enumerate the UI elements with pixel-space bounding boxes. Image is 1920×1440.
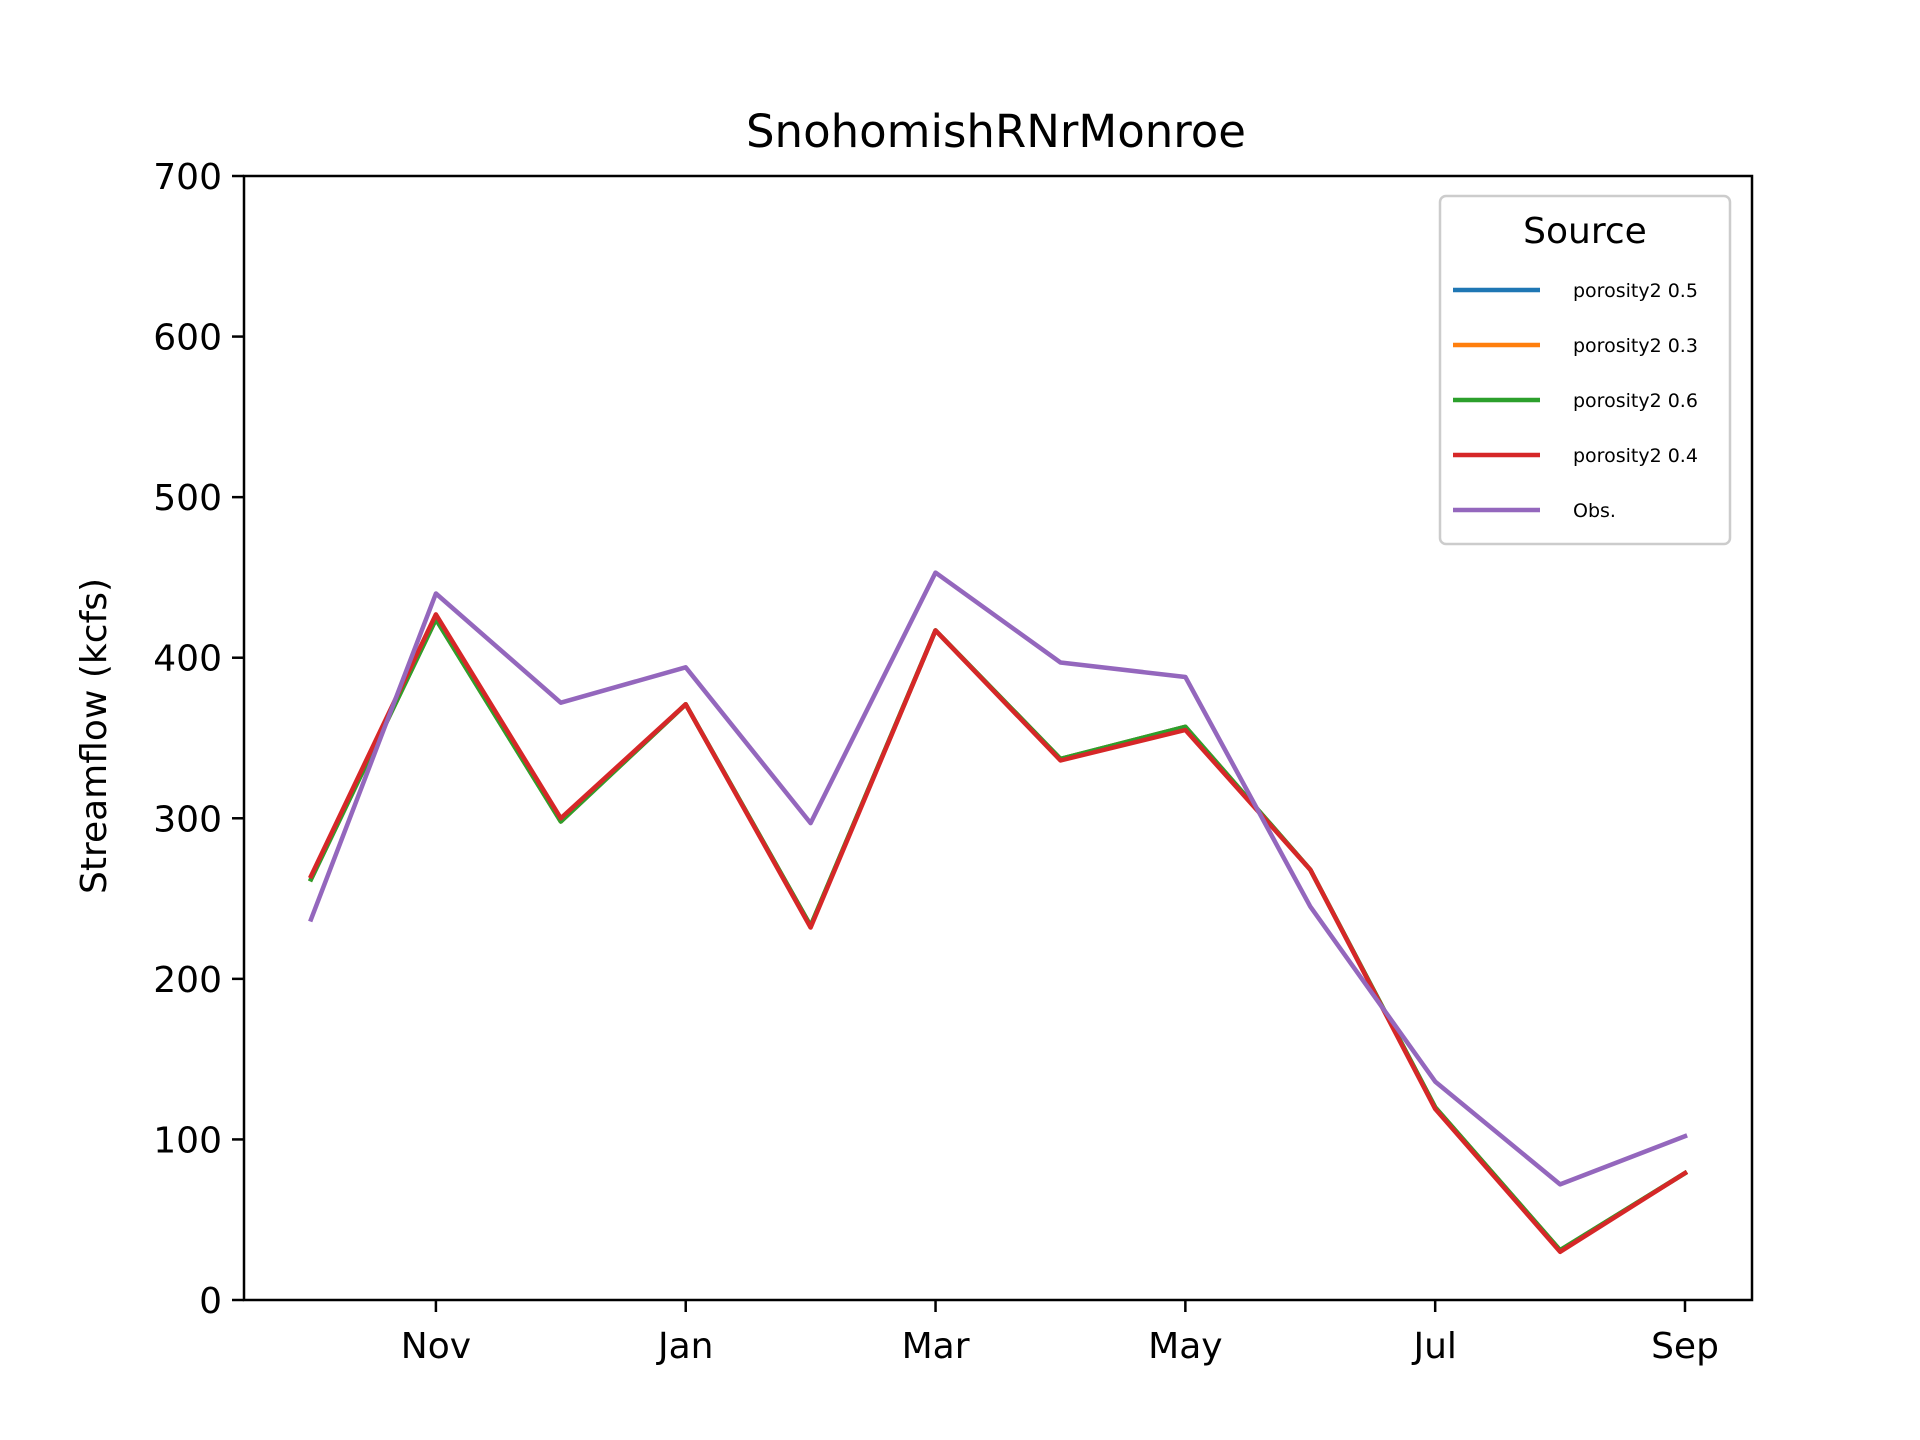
legend: Source porosity2 0.5 porosity2 0.3 porosit…: [1438, 194, 1732, 546]
x-tick-label: Jul: [1411, 1326, 1456, 1367]
chart-title: SnohomishRNrMonroe: [746, 105, 1246, 158]
x-tick-label: Sep: [1651, 1326, 1719, 1367]
series-line-porosity2-0-4: [308, 612, 1689, 1255]
series-line-obs: [308, 570, 1688, 1187]
plot-frame: [242, 174, 1754, 1302]
y-tick-label: 200: [153, 960, 222, 1001]
y-tick-label: 500: [153, 478, 222, 519]
legend-label: Obs.: [1573, 500, 1616, 522]
x-tick-label: Nov: [401, 1326, 471, 1367]
x-tick-label: Mar: [902, 1326, 970, 1367]
y-tick-label: 300: [153, 799, 222, 840]
legend-title: Source: [1523, 211, 1647, 252]
y-tick-label: 100: [153, 1120, 222, 1161]
legend-label: porosity2 0.6: [1573, 390, 1698, 412]
y-tick-label: 400: [153, 639, 222, 680]
y-tick-label: 600: [153, 318, 222, 359]
x-tick-label: May: [1148, 1326, 1222, 1367]
y-tick-label: 700: [153, 157, 222, 198]
series-layer: [307, 570, 1689, 1255]
y-tick-label: 0: [199, 1281, 222, 1322]
axes-layer: 0 100 200 300 400 500 600 700 Nov Jan Mar May Jul Sep: [153, 157, 1719, 1367]
legend-label: porosity2 0.5: [1573, 280, 1698, 302]
x-tick-label: Jan: [656, 1326, 714, 1367]
legend-label: porosity2 0.4: [1573, 445, 1698, 467]
y-axis-title: Streamflow (kcfs): [74, 578, 115, 894]
legend-label: porosity2 0.3: [1573, 335, 1698, 357]
